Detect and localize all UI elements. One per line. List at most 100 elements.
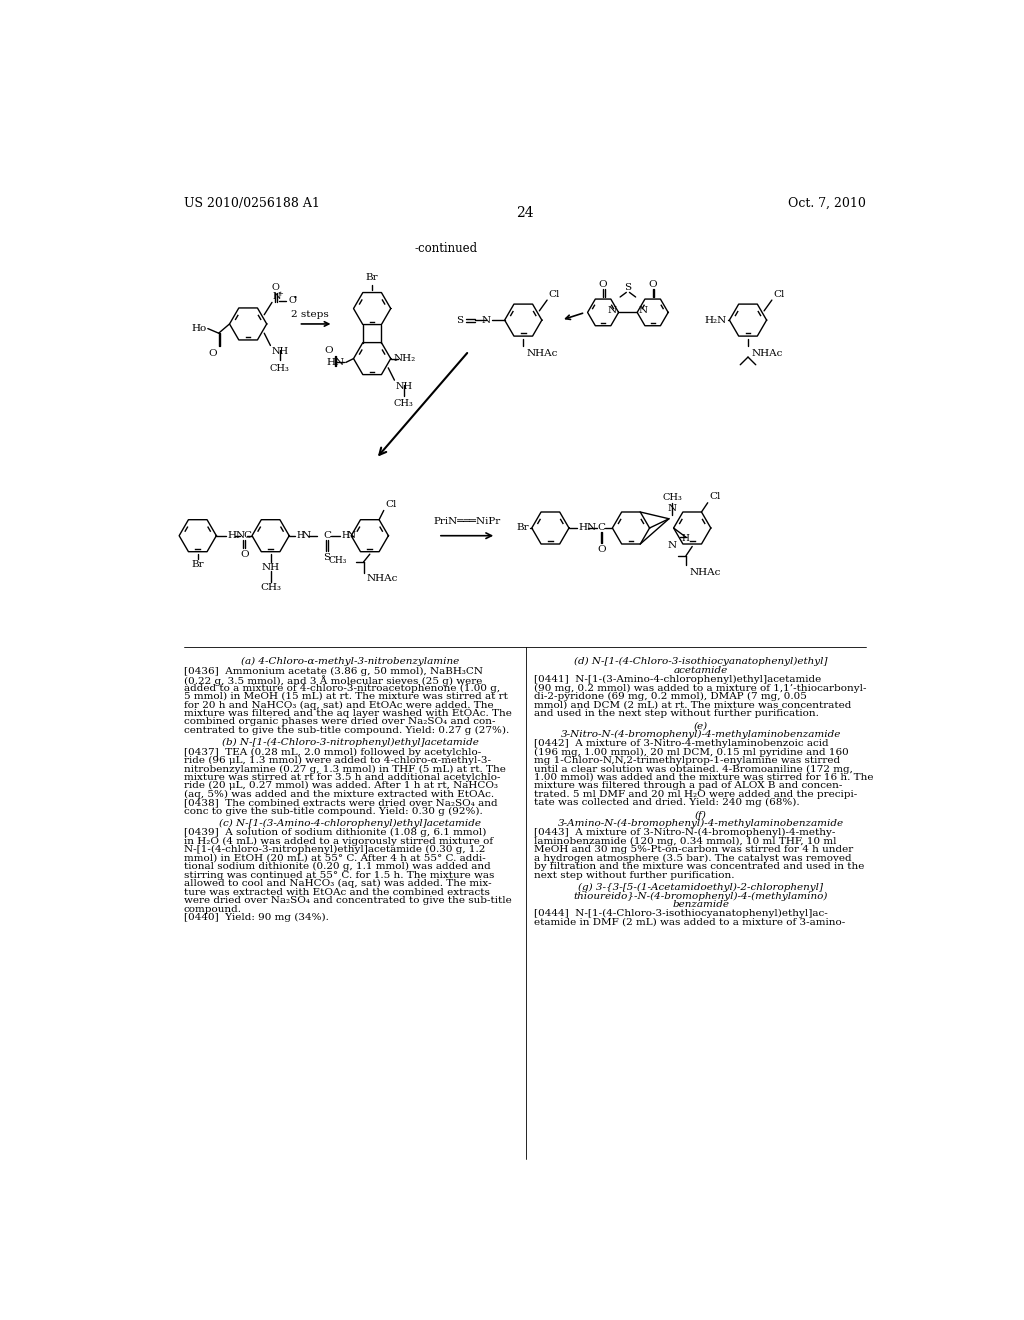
Text: •: •	[293, 294, 298, 302]
Text: allowed to cool and NaHCO₃ (aq, sat) was added. The mix-: allowed to cool and NaHCO₃ (aq, sat) was…	[183, 879, 492, 888]
Text: C: C	[244, 531, 252, 540]
Text: O: O	[325, 346, 334, 355]
Text: laminobenzamide (120 mg, 0.34 mmol), 10 ml THF, 10 ml: laminobenzamide (120 mg, 0.34 mmol), 10 …	[535, 837, 837, 846]
Text: (aq, 5%) was added and the mixture extracted with EtOAc.: (aq, 5%) was added and the mixture extra…	[183, 789, 494, 799]
Text: CH₃: CH₃	[260, 583, 282, 593]
Text: S: S	[456, 315, 463, 325]
Text: (0.22 g, 3.5 mmol), and 3 Å molecular sieves (25 g) were: (0.22 g, 3.5 mmol), and 3 Å molecular si…	[183, 675, 482, 686]
Text: N: N	[272, 292, 282, 301]
Text: N: N	[639, 306, 648, 315]
Text: di-2-pyridone (69 mg, 0.2 mmol), DMAP (7 mg, 0.05: di-2-pyridone (69 mg, 0.2 mmol), DMAP (7…	[535, 692, 807, 701]
Text: N: N	[346, 531, 355, 540]
Text: NHAc: NHAc	[367, 574, 398, 583]
Text: next step without further purification.: next step without further purification.	[535, 871, 734, 879]
Text: acetamide: acetamide	[674, 665, 728, 675]
Text: thioureido}-N-(4-bromophenyl)-4-(methylamino): thioureido}-N-(4-bromophenyl)-4-(methyla…	[573, 891, 828, 900]
Text: Br: Br	[191, 561, 204, 569]
Text: Cl: Cl	[710, 492, 721, 502]
Text: (c) N-[1-(3-Amino-4-chlorophenyl)ethyl]acetamide: (c) N-[1-(3-Amino-4-chlorophenyl)ethyl]a…	[219, 818, 481, 828]
Text: ride (20 μL, 0.27 mmol) was added. After 1 h at rt, NaHCO₃: ride (20 μL, 0.27 mmol) was added. After…	[183, 781, 498, 791]
Text: O: O	[272, 282, 280, 292]
Text: Br: Br	[517, 524, 529, 532]
Text: N: N	[668, 504, 677, 513]
Text: (g) 3-{3-[5-(1-Acetamidoethyl)-2-chlorophenyl]: (g) 3-{3-[5-(1-Acetamidoethyl)-2-chlorop…	[579, 883, 823, 892]
Text: until a clear solution was obtained. 4-Bromoaniline (172 mg,: until a clear solution was obtained. 4-B…	[535, 764, 853, 774]
Text: NHAc: NHAc	[689, 568, 721, 577]
Text: (d) N-[1-(4-Chloro-3-isothiocyanatophenyl)ethyl]: (d) N-[1-(4-Chloro-3-isothiocyanatopheny…	[574, 657, 827, 667]
Text: NH₂: NH₂	[393, 354, 416, 363]
Text: mixture was filtered through a pad of ALOX B and concen-: mixture was filtered through a pad of AL…	[535, 781, 843, 791]
Text: mg 1-Chloro-N,N,2-trimethylprop-1-enylamine was stirred: mg 1-Chloro-N,N,2-trimethylprop-1-enylam…	[535, 756, 841, 764]
Text: O: O	[240, 549, 249, 558]
Text: [0439]  A solution of sodium dithionite (1.08 g, 6.1 mmol): [0439] A solution of sodium dithionite (…	[183, 829, 486, 837]
Text: [0443]  A mixture of 3-Nitro-N-(4-bromophenyl)-4-methy-: [0443] A mixture of 3-Nitro-N-(4-bromoph…	[535, 829, 836, 837]
Text: 5 mmol) in MeOH (15 mL) at rt. The mixture was stirred at rt: 5 mmol) in MeOH (15 mL) at rt. The mixtu…	[183, 692, 508, 701]
Text: N: N	[668, 541, 677, 550]
Text: tate was collected and dried. Yield: 240 mg (68%).: tate was collected and dried. Yield: 240…	[535, 799, 800, 808]
Text: 1.00 mmol) was added and the mixture was stirred for 16 h. The: 1.00 mmol) was added and the mixture was…	[535, 774, 873, 781]
Text: trated. 5 ml DMF and 20 ml H₂O were added and the precipi-: trated. 5 ml DMF and 20 ml H₂O were adde…	[535, 789, 857, 799]
Text: Oct. 7, 2010: Oct. 7, 2010	[787, 197, 866, 210]
Text: for 20 h and NaHCO₃ (aq, sat) and EtOAc were added. The: for 20 h and NaHCO₃ (aq, sat) and EtOAc …	[183, 701, 494, 710]
Text: HN: HN	[227, 531, 246, 540]
Text: -continued: -continued	[415, 242, 478, 255]
Text: by filtration and the mixture was concentrated and used in the: by filtration and the mixture was concen…	[535, 862, 864, 871]
Text: O: O	[597, 545, 606, 554]
Text: Cl: Cl	[773, 289, 784, 298]
Text: [0442]  A mixture of 3-Nitro-4-methylaminobenzoic acid: [0442] A mixture of 3-Nitro-4-methylamin…	[535, 739, 828, 748]
Text: MeOH and 30 mg 5%-Pt-on-carbon was stirred for 4 h under: MeOH and 30 mg 5%-Pt-on-carbon was stirr…	[535, 845, 853, 854]
Text: mmol) in EtOH (20 mL) at 55° C. After 4 h at 55° C. addi-: mmol) in EtOH (20 mL) at 55° C. After 4 …	[183, 854, 485, 863]
Text: in H₂O (4 mL) was added to a vigorously stirred mixture of: in H₂O (4 mL) was added to a vigorously …	[183, 837, 493, 846]
Text: (b) N-[1-(4-Chloro-3-nitrophenyl)ethyl]acetamide: (b) N-[1-(4-Chloro-3-nitrophenyl)ethyl]a…	[222, 738, 479, 747]
Text: CH₃: CH₃	[269, 364, 290, 374]
Text: O: O	[648, 280, 657, 289]
Text: H: H	[297, 531, 305, 540]
Text: Ho: Ho	[191, 325, 206, 333]
Text: stirring was continued at 55° C. for 1.5 h. The mixture was: stirring was continued at 55° C. for 1.5…	[183, 871, 495, 879]
Text: CH₃: CH₃	[394, 399, 414, 408]
Text: +: +	[278, 290, 284, 298]
Text: O: O	[289, 297, 296, 305]
Text: mixture was stirred at rt for 3.5 h and additional acetylchlo-: mixture was stirred at rt for 3.5 h and …	[183, 774, 501, 781]
Text: C: C	[598, 524, 605, 532]
Text: PriN═══NiPr: PriN═══NiPr	[433, 517, 501, 527]
Text: HN: HN	[579, 524, 596, 532]
Text: nitrobenzylamine (0.27 g, 1.3 mmol) in THF (5 mL) at rt. The: nitrobenzylamine (0.27 g, 1.3 mmol) in T…	[183, 764, 506, 774]
Text: (a) 4-Chloro-α-methyl-3-nitrobenzylamine: (a) 4-Chloro-α-methyl-3-nitrobenzylamine	[242, 657, 460, 667]
Text: N-[1-(4-chloro-3-nitrophenyl)ethyl]acetamide (0.30 g, 1.2: N-[1-(4-chloro-3-nitrophenyl)ethyl]aceta…	[183, 845, 485, 854]
Text: N: N	[481, 315, 490, 325]
Text: 24: 24	[516, 206, 534, 220]
Text: O: O	[209, 348, 217, 358]
Text: [0441]  N-[1-(3-Amino-4-chlorophenyl)ethyl]acetamide: [0441] N-[1-(3-Amino-4-chlorophenyl)ethy…	[535, 675, 821, 684]
Text: ride (96 μL, 1.3 mmol) were added to 4-chloro-α-methyl-3-: ride (96 μL, 1.3 mmol) were added to 4-c…	[183, 756, 490, 766]
Text: 2 steps: 2 steps	[291, 310, 329, 318]
Text: a hydrogen atmosphere (3.5 bar). The catalyst was removed: a hydrogen atmosphere (3.5 bar). The cat…	[535, 854, 852, 863]
Text: H: H	[681, 535, 689, 544]
Text: (f): (f)	[695, 810, 707, 820]
Text: NH: NH	[272, 347, 289, 356]
Text: 3-Nitro-N-(4-bromophenyl)-4-methylaminobenzamide: 3-Nitro-N-(4-bromophenyl)-4-methylaminob…	[560, 730, 841, 739]
Text: Cl: Cl	[549, 289, 560, 298]
Text: N: N	[608, 306, 616, 315]
Text: (e): (e)	[693, 721, 708, 730]
Text: N: N	[302, 531, 310, 540]
Text: [0440]  Yield: 90 mg (34%).: [0440] Yield: 90 mg (34%).	[183, 913, 329, 923]
Text: Cl: Cl	[385, 500, 396, 510]
Text: mixture was filtered and the aq layer washed with EtOAc. The: mixture was filtered and the aq layer wa…	[183, 709, 512, 718]
Text: etamide in DMF (2 mL) was added to a mixture of 3-amino-: etamide in DMF (2 mL) was added to a mix…	[535, 917, 846, 927]
Text: 3-Amino-N-(4-bromophenyl)-4-methylaminobenzamide: 3-Amino-N-(4-bromophenyl)-4-methylaminob…	[558, 818, 844, 828]
Text: S: S	[625, 284, 632, 293]
Text: [0444]  N-[1-(4-Chloro-3-isothiocyanatophenyl)ethyl]ac-: [0444] N-[1-(4-Chloro-3-isothiocyanatoph…	[535, 909, 827, 919]
Text: NHAc: NHAc	[526, 350, 558, 358]
Text: [0436]  Ammonium acetate (3.86 g, 50 mmol), NaBH₃CN: [0436] Ammonium acetate (3.86 g, 50 mmol…	[183, 667, 482, 676]
Text: NHAc: NHAc	[751, 350, 782, 358]
Text: benzamide: benzamide	[672, 900, 729, 909]
Text: tional sodium dithionite (0.20 g, 1.1 mmol) was added and: tional sodium dithionite (0.20 g, 1.1 mm…	[183, 862, 490, 871]
Text: CH₃: CH₃	[663, 492, 682, 502]
Text: NH: NH	[395, 383, 413, 392]
Text: H₂N: H₂N	[705, 315, 727, 325]
Text: US 2010/0256188 A1: US 2010/0256188 A1	[183, 197, 319, 210]
Text: were dried over Na₂SO₄ and concentrated to give the sub-title: were dried over Na₂SO₄ and concentrated …	[183, 896, 512, 906]
Text: ture was extracted with EtOAc and the combined extracts: ture was extracted with EtOAc and the co…	[183, 887, 489, 896]
Text: O: O	[599, 280, 607, 289]
